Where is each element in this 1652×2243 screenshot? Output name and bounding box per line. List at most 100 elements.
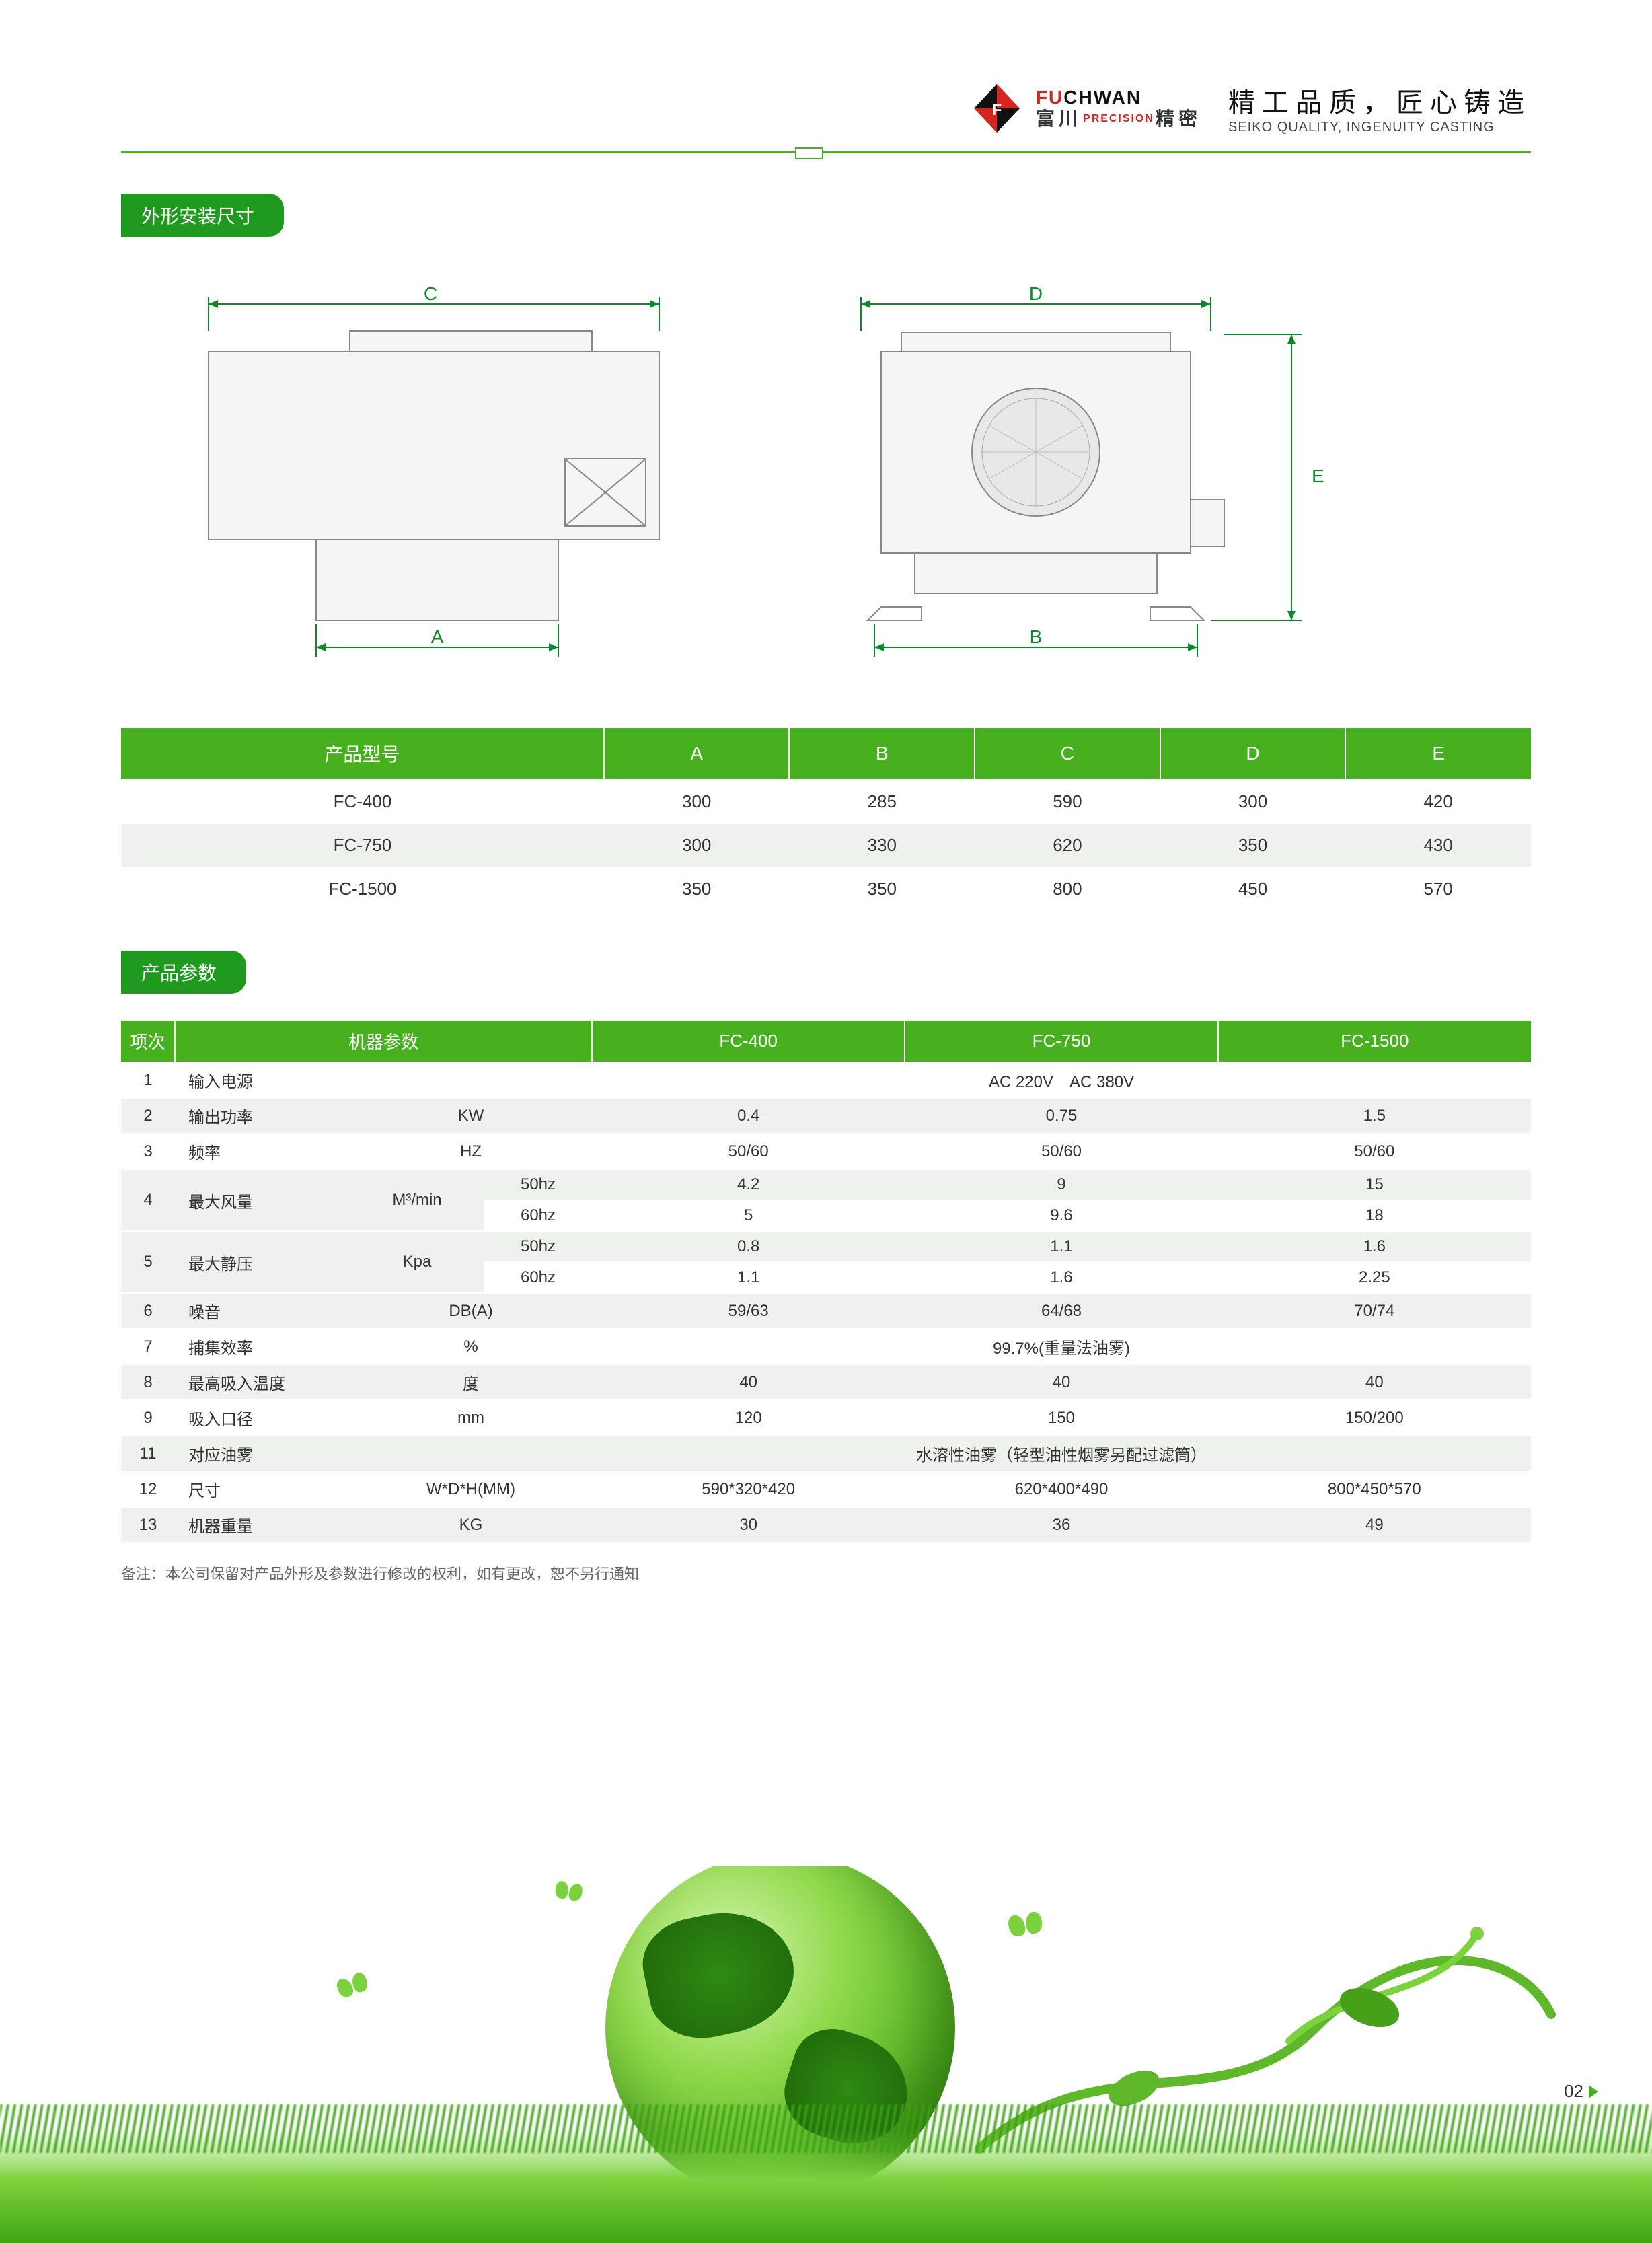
dim-table-header: 产品型号 (121, 728, 604, 780)
table-cell: 5 (121, 1231, 175, 1293)
table-cell: 6 (121, 1293, 175, 1329)
table-cell: 最高吸入温度 (175, 1364, 350, 1400)
table-cell: DB(A) (350, 1293, 592, 1329)
table-cell: 频率 (175, 1134, 350, 1169)
table-cell: FC-1500 (121, 867, 604, 910)
table-row: FC-400300285590300420 (121, 780, 1531, 823)
table-cell: 2.25 (1218, 1262, 1531, 1293)
tagline-cn: 精工品质，匠心铸造 (1228, 81, 1531, 120)
table-cell: M³/min (350, 1169, 484, 1231)
table-cell: 430 (1345, 823, 1531, 867)
section-title-parameters: 产品参数 (121, 951, 246, 994)
table-cell: 1.5 (1218, 1098, 1531, 1134)
table-cell: AC 220V AC 380V (592, 1062, 1531, 1098)
table-cell: 36 (905, 1507, 1217, 1542)
table-cell: 吸入口径 (175, 1400, 350, 1436)
param-th: FC-750 (905, 1021, 1217, 1062)
table-cell: 1.1 (905, 1231, 1217, 1262)
table-cell: 8 (121, 1364, 175, 1400)
table-cell: 300 (604, 823, 790, 867)
table-cell: 噪音 (175, 1293, 350, 1329)
diagram-side-view: C A (148, 284, 700, 674)
table-cell: 9 (905, 1169, 1217, 1200)
table-cell: 590 (975, 780, 1160, 823)
table-row: 8最高吸入温度度404040 (121, 1364, 1531, 1400)
table-cell: 5 (592, 1200, 905, 1231)
table-cell: 最大静压 (175, 1231, 350, 1293)
table-cell: 12 (121, 1471, 175, 1507)
logo-icon: F (970, 81, 1024, 135)
table-cell: 300 (1160, 780, 1346, 823)
page-number: 02 (1564, 2081, 1598, 2102)
table-cell: 0.4 (592, 1098, 905, 1134)
table-cell: 15 (1218, 1169, 1531, 1200)
table-cell: 9.6 (905, 1200, 1217, 1231)
table-cell: 机器重量 (175, 1507, 350, 1542)
table-cell: 330 (789, 823, 975, 867)
dim-table-header: A (604, 728, 790, 780)
table-cell: 7 (121, 1329, 175, 1364)
table-cell: 60hz (484, 1200, 592, 1231)
table-cell: 50hz (484, 1169, 592, 1200)
table-cell: 50hz (484, 1231, 592, 1262)
param-th: FC-1500 (1218, 1021, 1531, 1062)
table-cell: 50/60 (905, 1134, 1217, 1169)
table-cell: 1.1 (592, 1262, 905, 1293)
table-cell: mm (350, 1400, 592, 1436)
table-cell: 尺寸 (175, 1471, 350, 1507)
table-cell: 800*450*570 (1218, 1471, 1531, 1507)
svg-text:B: B (1030, 626, 1043, 647)
brand-english: FUCHWAN (1036, 88, 1201, 107)
table-row: FC-1500350350800450570 (121, 867, 1531, 910)
table-cell: KG (350, 1507, 592, 1542)
table-cell: 30 (592, 1507, 905, 1542)
table-row: 12尺寸W*D*H(MM)590*320*420620*400*490800*4… (121, 1471, 1531, 1507)
table-cell: 70/74 (1218, 1293, 1531, 1329)
svg-text:A: A (431, 626, 444, 647)
table-cell: 60hz (484, 1262, 592, 1293)
dimension-diagrams: C A D (148, 284, 1531, 674)
dim-table-header: E (1345, 728, 1531, 780)
table-row: 11对应油雾水溶性油雾（轻型油性烟雾另配过滤筒） (121, 1436, 1531, 1471)
table-row: 13机器重量KG303649 (121, 1507, 1531, 1542)
table-cell: 570 (1345, 867, 1531, 910)
table-cell: 420 (1345, 780, 1531, 823)
table-cell: 50/60 (1218, 1134, 1531, 1169)
table-row: FC-750300330620350430 (121, 823, 1531, 867)
param-th: 机器参数 (175, 1021, 592, 1062)
table-cell: FC-400 (121, 780, 604, 823)
brand-logo: F FUCHWAN 富川PRECISION精密 (970, 81, 1201, 135)
table-row: 1输入电源AC 220V AC 380V (121, 1062, 1531, 1098)
page-arrow-icon (1589, 2085, 1598, 2098)
table-cell: 1.6 (905, 1262, 1217, 1293)
table-cell: 4.2 (592, 1169, 905, 1200)
dimensions-table: 产品型号ABCDE FC-400300285590300420FC-750300… (121, 728, 1531, 910)
parameters-table: 项次机器参数FC-400FC-750FC-1500 1输入电源AC 220V A… (121, 1021, 1531, 1542)
table-cell: 1 (121, 1062, 175, 1098)
table-row: 4最大风量M³/min50hz4.2915 (121, 1169, 1531, 1200)
table-cell: W*D*H(MM) (350, 1471, 592, 1507)
table-cell: 40 (592, 1364, 905, 1400)
table-cell: 度 (350, 1364, 592, 1400)
table-row: 9吸入口径mm120150150/200 (121, 1400, 1531, 1436)
footnote: 备注：本公司保留对产品外形及参数进行修改的权利，如有更改，恕不另行通知 (121, 1562, 1531, 1584)
table-cell: 11 (121, 1436, 175, 1471)
table-cell: 水溶性油雾（轻型油性烟雾另配过滤筒） (592, 1436, 1531, 1471)
table-cell: 99.7%(重量法油雾) (592, 1329, 1531, 1364)
table-cell: 0.75 (905, 1098, 1217, 1134)
svg-text:C: C (424, 284, 437, 304)
table-cell: % (350, 1329, 592, 1364)
table-cell: 350 (1160, 823, 1346, 867)
table-cell: 64/68 (905, 1293, 1217, 1329)
table-cell: 150 (905, 1400, 1217, 1436)
table-cell: 450 (1160, 867, 1346, 910)
table-cell: Kpa (350, 1231, 484, 1293)
svg-text:D: D (1029, 284, 1043, 304)
table-cell: 300 (604, 780, 790, 823)
table-cell: 1.6 (1218, 1231, 1531, 1262)
table-cell: 120 (592, 1400, 905, 1436)
svg-text:E: E (1312, 466, 1324, 486)
table-cell: 2 (121, 1098, 175, 1134)
table-cell: KW (350, 1098, 592, 1134)
table-cell: 620 (975, 823, 1160, 867)
